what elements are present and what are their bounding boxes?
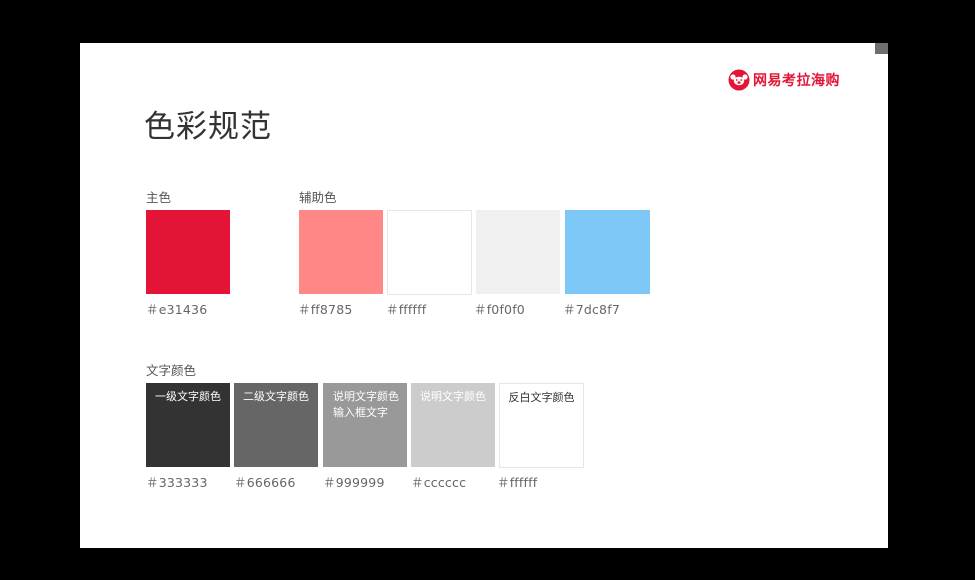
page-title: 色彩规范 [144,109,272,145]
brand-logo: 网易考拉海购 [728,69,840,91]
color-swatch-secondary [387,210,472,295]
color-code: ＃ff8785 [298,302,353,317]
primary-section-title: 主色 [146,190,172,205]
color-code: ＃333333 [146,475,208,490]
color-code: ＃7dc8f7 [563,302,620,317]
text-color-swatch: 一级文字颜色 [146,383,230,467]
slide: 网易考拉海购 色彩规范 主色 ＃e31436 辅助色 ＃ff8785 ＃ffff… [80,43,888,548]
color-code: ＃999999 [323,475,385,490]
text-color-swatch: 二级文字颜色 [234,383,318,467]
color-swatch-secondary [299,210,383,294]
color-code: ＃cccccc [411,475,467,490]
text-color-swatch: 反白文字颜色 [499,383,584,468]
secondary-section-title: 辅助色 [299,190,337,205]
color-code: ＃ffffff [497,475,538,490]
text-color-swatch: 说明文字颜色 输入框文字 [323,383,407,467]
color-swatch-secondary [476,210,560,294]
color-code: ＃666666 [234,475,296,490]
color-code: ＃ffffff [386,302,427,317]
text-color-swatch: 说明文字颜色 [411,383,495,467]
text-colors-section-title: 文字颜色 [146,363,197,378]
koala-icon [728,69,750,91]
color-swatch-primary [146,210,230,294]
brand-name: 网易考拉海购 [753,73,840,89]
color-swatch-secondary [565,210,650,294]
text-color-label: 二级文字颜色 [243,390,309,403]
text-color-label: 说明文字颜色 输入框文字 [333,390,399,419]
text-color-label: 说明文字颜色 [420,390,486,403]
corner-mark [875,43,888,54]
color-code: ＃e31436 [146,302,208,317]
text-color-label: 一级文字颜色 [155,390,221,403]
text-color-label: 反白文字颜色 [508,391,575,404]
color-code: ＃f0f0f0 [474,302,525,317]
